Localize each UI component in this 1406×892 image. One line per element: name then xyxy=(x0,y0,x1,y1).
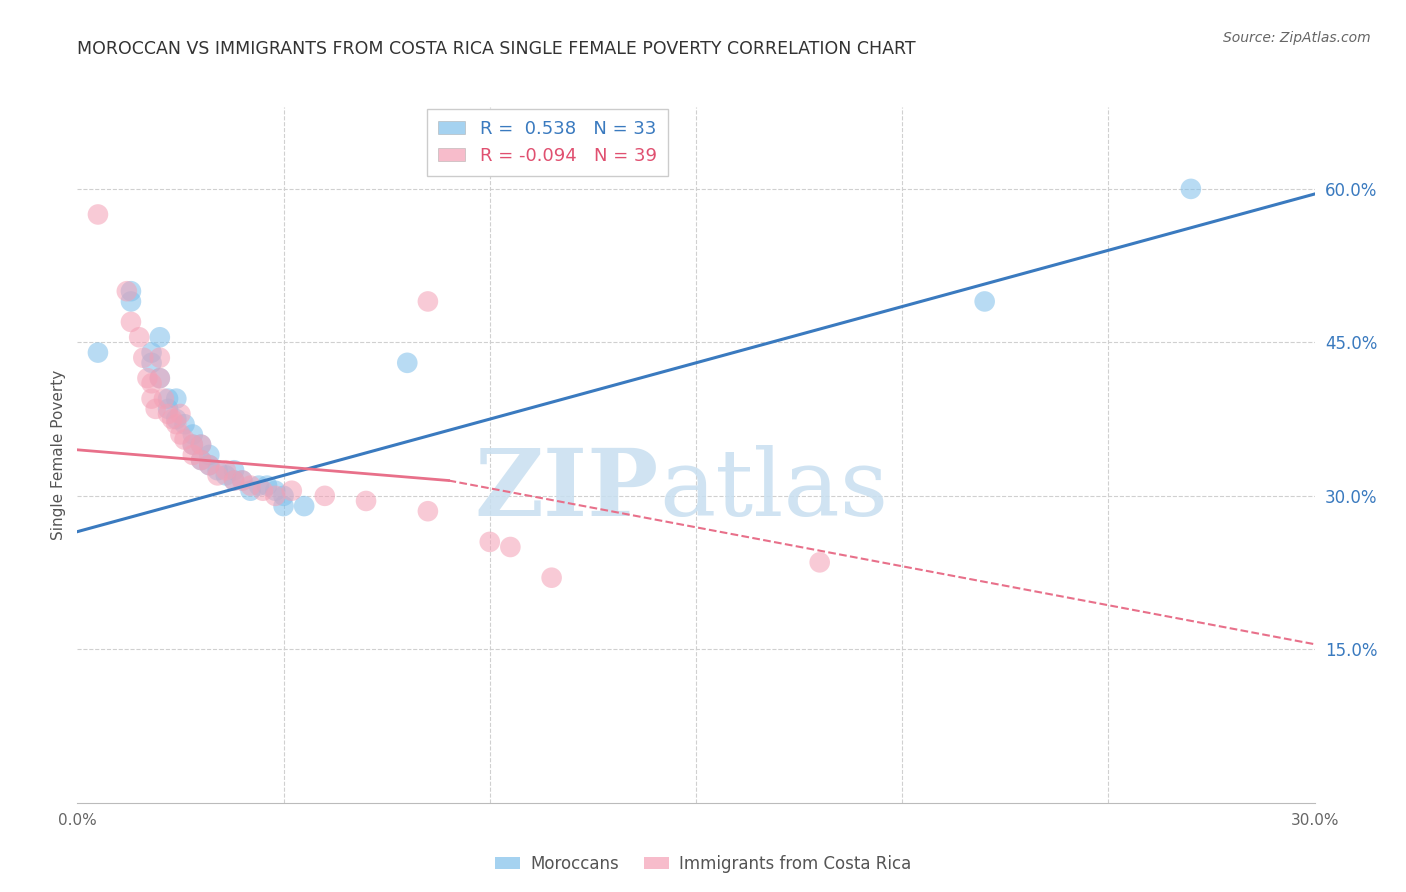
Point xyxy=(120,294,142,309)
Point xyxy=(190,453,212,467)
Point xyxy=(145,401,167,416)
Point xyxy=(153,392,176,406)
Point xyxy=(231,474,253,488)
Point xyxy=(281,483,304,498)
Point xyxy=(157,392,180,406)
Point xyxy=(222,463,245,477)
Point xyxy=(264,483,287,498)
Point xyxy=(120,315,142,329)
Legend: R =  0.538   N = 33, R = -0.094   N = 39: R = 0.538 N = 33, R = -0.094 N = 39 xyxy=(427,109,668,176)
Point xyxy=(173,433,195,447)
Point xyxy=(115,284,138,298)
Point xyxy=(141,376,163,391)
Y-axis label: Single Female Poverty: Single Female Poverty xyxy=(51,370,66,540)
Point xyxy=(165,417,187,432)
Point xyxy=(149,351,172,365)
Text: MOROCCAN VS IMMIGRANTS FROM COSTA RICA SINGLE FEMALE POVERTY CORRELATION CHART: MOROCCAN VS IMMIGRANTS FROM COSTA RICA S… xyxy=(77,40,915,58)
Point xyxy=(239,483,262,498)
Point xyxy=(215,468,238,483)
Point xyxy=(973,294,995,309)
Point xyxy=(149,330,172,344)
Point xyxy=(1180,182,1202,196)
Point xyxy=(149,371,172,385)
Text: atlas: atlas xyxy=(659,445,889,534)
Point xyxy=(190,438,212,452)
Legend: Moroccans, Immigrants from Costa Rica: Moroccans, Immigrants from Costa Rica xyxy=(488,848,918,880)
Point xyxy=(132,351,155,365)
Point xyxy=(141,356,163,370)
Point xyxy=(247,478,270,492)
Point xyxy=(181,438,204,452)
Text: ZIP: ZIP xyxy=(475,445,659,534)
Text: Source: ZipAtlas.com: Source: ZipAtlas.com xyxy=(1223,31,1371,45)
Point xyxy=(169,427,191,442)
Point xyxy=(198,448,221,462)
Point xyxy=(181,448,204,462)
Point xyxy=(314,489,336,503)
Point xyxy=(478,535,501,549)
Point xyxy=(157,401,180,416)
Point xyxy=(354,494,377,508)
Point xyxy=(540,571,562,585)
Point xyxy=(141,345,163,359)
Point xyxy=(190,438,212,452)
Point xyxy=(181,438,204,452)
Point xyxy=(87,207,110,221)
Point xyxy=(198,458,221,472)
Point xyxy=(207,468,229,483)
Point xyxy=(222,474,245,488)
Point xyxy=(173,417,195,432)
Point xyxy=(207,463,229,477)
Point xyxy=(222,474,245,488)
Point xyxy=(273,489,295,503)
Point xyxy=(120,284,142,298)
Point xyxy=(273,499,295,513)
Point xyxy=(256,478,278,492)
Point xyxy=(87,345,110,359)
Point xyxy=(396,356,419,370)
Point xyxy=(808,555,831,569)
Point xyxy=(215,463,238,477)
Point xyxy=(136,371,159,385)
Point xyxy=(239,478,262,492)
Point xyxy=(292,499,315,513)
Point xyxy=(165,412,187,426)
Point xyxy=(181,427,204,442)
Point xyxy=(252,483,274,498)
Point xyxy=(149,371,172,385)
Point xyxy=(264,489,287,503)
Point xyxy=(416,504,439,518)
Point xyxy=(160,412,183,426)
Point xyxy=(157,407,180,421)
Point xyxy=(198,458,221,472)
Point xyxy=(128,330,150,344)
Point xyxy=(165,392,187,406)
Point xyxy=(499,540,522,554)
Point xyxy=(231,474,253,488)
Point xyxy=(141,392,163,406)
Point xyxy=(169,407,191,421)
Point xyxy=(190,453,212,467)
Point xyxy=(416,294,439,309)
